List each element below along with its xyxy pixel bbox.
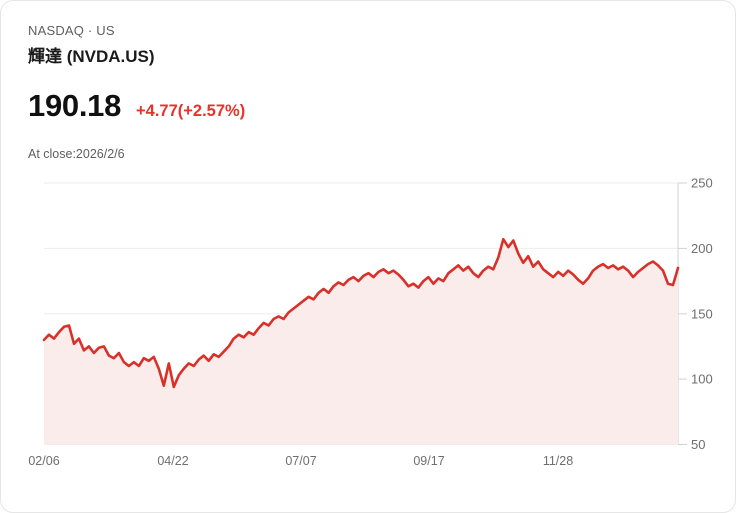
x-axis-label: 07/07 (285, 454, 316, 468)
exchange-label: NASDAQ · US (28, 23, 115, 38)
quote-header: NASDAQ · US 輝達 (NVDA.US) 190.18 +4.77(+2… (28, 22, 245, 161)
price-line (42, 237, 680, 389)
x-axis-label: 11/28 (543, 454, 573, 468)
y-axis-label: 150 (691, 306, 713, 321)
y-axis-label: 250 (691, 176, 713, 191)
y-axis-label: 100 (691, 372, 713, 387)
stock-title: 輝達 (NVDA.US) (28, 47, 155, 66)
price-change: +4.77(+2.57%) (136, 102, 246, 120)
last-price: 190.18 (28, 88, 122, 123)
price-area (44, 239, 678, 445)
as-of-label: At close:2026/2/6 (28, 147, 125, 161)
y-axis-label: 50 (691, 437, 705, 452)
x-axis-label: 02/06 (28, 454, 59, 468)
price-row: 190.18 +4.77(+2.57%) (28, 88, 245, 124)
x-axis-label: 04/22 (157, 454, 188, 468)
x-axis-label: 09/17 (413, 454, 444, 468)
y-axis-label: 200 (691, 241, 713, 256)
